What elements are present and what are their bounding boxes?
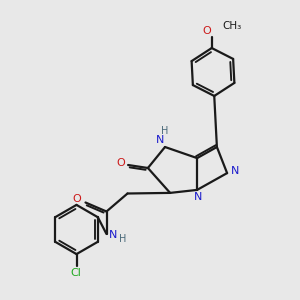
Text: CH₃: CH₃: [222, 21, 242, 31]
Text: N: N: [194, 191, 202, 202]
Text: N: N: [231, 166, 240, 176]
Text: N: N: [109, 230, 117, 241]
Text: O: O: [116, 158, 125, 168]
Text: N: N: [155, 135, 164, 146]
Text: H: H: [119, 234, 127, 244]
Text: O: O: [73, 194, 82, 205]
Text: O: O: [202, 26, 211, 36]
Text: Cl: Cl: [70, 268, 81, 278]
Text: H: H: [161, 126, 168, 136]
